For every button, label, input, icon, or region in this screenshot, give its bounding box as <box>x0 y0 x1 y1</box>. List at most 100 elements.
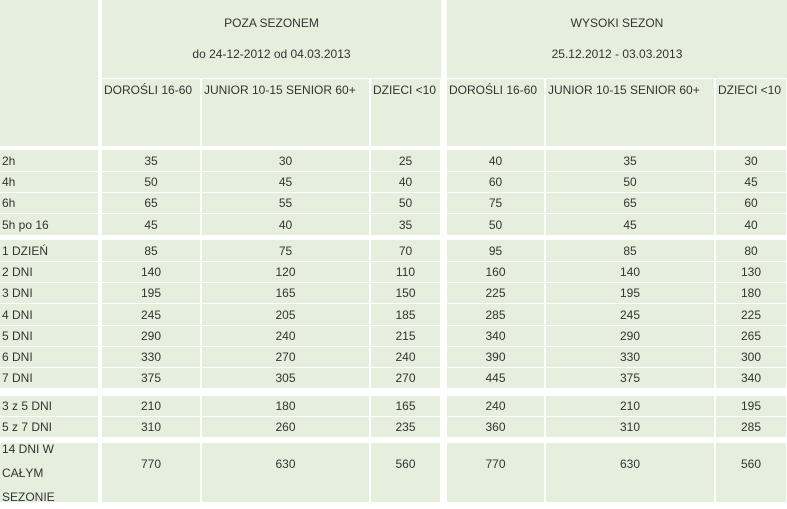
price-cell: 40 <box>371 172 440 192</box>
price-cell: 330 <box>546 347 714 367</box>
price-cell: 390 <box>447 347 544 367</box>
price-cell: 560 <box>371 443 440 502</box>
price-cell: 45 <box>546 214 714 235</box>
price-cell: 375 <box>102 368 200 388</box>
season-dates: do 24-12-2012 od 04.03.2013 <box>192 47 351 61</box>
price-cell: 50 <box>102 172 200 192</box>
price-cell: 195 <box>102 283 200 303</box>
price-cell: 130 <box>716 262 786 282</box>
price-cell: 25 <box>371 150 440 171</box>
price-cell: 305 <box>202 368 369 388</box>
row-label: 7 DNI <box>0 368 98 388</box>
price-cell: 265 <box>716 326 786 346</box>
season-header: WYSOKI SEZON 25.12.2012 - 03.03.2013 <box>447 0 787 78</box>
price-cell: 245 <box>546 304 714 325</box>
price-cell: 160 <box>447 262 544 282</box>
row-label: 5h po 16 <box>0 214 98 235</box>
price-cell: 35 <box>546 150 714 171</box>
price-cell: 150 <box>371 283 440 303</box>
price-cell: 65 <box>102 193 200 213</box>
corner-cell <box>0 0 98 146</box>
price-cell: 195 <box>546 283 714 303</box>
column-header: DZIECI <10 <box>716 79 786 146</box>
row-label: 5 z 7 DNI <box>0 417 98 437</box>
season-dates: 25.12.2012 - 03.03.2013 <box>551 47 683 61</box>
row-label: 4h <box>0 172 98 192</box>
price-cell: 285 <box>716 417 786 437</box>
price-cell: 340 <box>716 368 786 388</box>
price-cell: 50 <box>546 172 714 192</box>
price-cell: 210 <box>102 396 200 416</box>
price-cell: 75 <box>202 240 369 261</box>
price-cell: 40 <box>716 214 786 235</box>
column-header: DOROŚLI 16-60 <box>447 79 544 146</box>
price-cell: 260 <box>202 417 369 437</box>
price-cell: 445 <box>447 368 544 388</box>
price-cell: 80 <box>716 240 786 261</box>
price-cell: 375 <box>546 368 714 388</box>
price-cell: 240 <box>371 347 440 367</box>
price-cell: 60 <box>716 193 786 213</box>
price-cell: 30 <box>202 150 369 171</box>
row-label: 6 DNI <box>0 347 98 367</box>
price-cell: 180 <box>716 283 786 303</box>
price-cell: 210 <box>546 396 714 416</box>
price-cell: 285 <box>447 304 544 325</box>
column-header: DOROŚLI 16-60 <box>102 79 200 146</box>
price-cell: 85 <box>546 240 714 261</box>
price-cell: 770 <box>447 443 544 502</box>
price-cell: 45 <box>102 214 200 235</box>
price-cell: 30 <box>716 150 786 171</box>
price-cell: 70 <box>371 240 440 261</box>
price-cell: 50 <box>447 214 544 235</box>
price-cell: 330 <box>102 347 200 367</box>
price-cell: 40 <box>202 214 369 235</box>
column-header: JUNIOR 10-15 SENIOR 60+ <box>202 79 369 146</box>
row-label: 2 DNI <box>0 262 98 282</box>
price-cell: 560 <box>716 443 786 502</box>
price-cell: 225 <box>716 304 786 325</box>
price-cell: 40 <box>447 150 544 171</box>
price-cell: 120 <box>202 262 369 282</box>
price-cell: 185 <box>371 304 440 325</box>
price-cell: 290 <box>102 326 200 346</box>
row-label: 6h <box>0 193 98 213</box>
price-cell: 60 <box>447 172 544 192</box>
price-cell: 50 <box>371 193 440 213</box>
price-cell: 165 <box>371 396 440 416</box>
price-cell: 310 <box>546 417 714 437</box>
season-title: POZA SEZONEM <box>224 16 319 30</box>
price-cell: 195 <box>716 396 786 416</box>
price-cell: 300 <box>716 347 786 367</box>
price-cell: 215 <box>371 326 440 346</box>
price-cell: 45 <box>716 172 786 192</box>
price-cell: 630 <box>546 443 714 502</box>
price-cell: 65 <box>546 193 714 213</box>
price-cell: 165 <box>202 283 369 303</box>
row-label: 14 DNI W CAŁYM SEZONIE <box>0 442 98 504</box>
price-cell: 140 <box>102 262 200 282</box>
price-cell: 110 <box>371 262 440 282</box>
price-cell: 55 <box>202 193 369 213</box>
row-label: 4 DNI <box>0 304 98 325</box>
price-cell: 140 <box>546 262 714 282</box>
price-cell: 245 <box>102 304 200 325</box>
price-cell: 45 <box>202 172 369 192</box>
price-cell: 95 <box>447 240 544 261</box>
price-cell: 35 <box>371 214 440 235</box>
price-cell: 235 <box>371 417 440 437</box>
price-cell: 340 <box>447 326 544 346</box>
price-cell: 770 <box>102 443 200 502</box>
price-cell: 630 <box>202 443 369 502</box>
row-label: 1 DZIEŃ <box>0 240 98 261</box>
row-label: 2h <box>0 150 98 171</box>
price-cell: 240 <box>447 396 544 416</box>
price-cell: 35 <box>102 150 200 171</box>
price-cell: 270 <box>202 347 369 367</box>
price-cell: 205 <box>202 304 369 325</box>
column-header: DZIECI <10 <box>371 79 440 146</box>
row-label: 5 DNI <box>0 326 98 346</box>
price-cell: 180 <box>202 396 369 416</box>
price-cell: 310 <box>102 417 200 437</box>
row-label: 3 DNI <box>0 283 98 303</box>
